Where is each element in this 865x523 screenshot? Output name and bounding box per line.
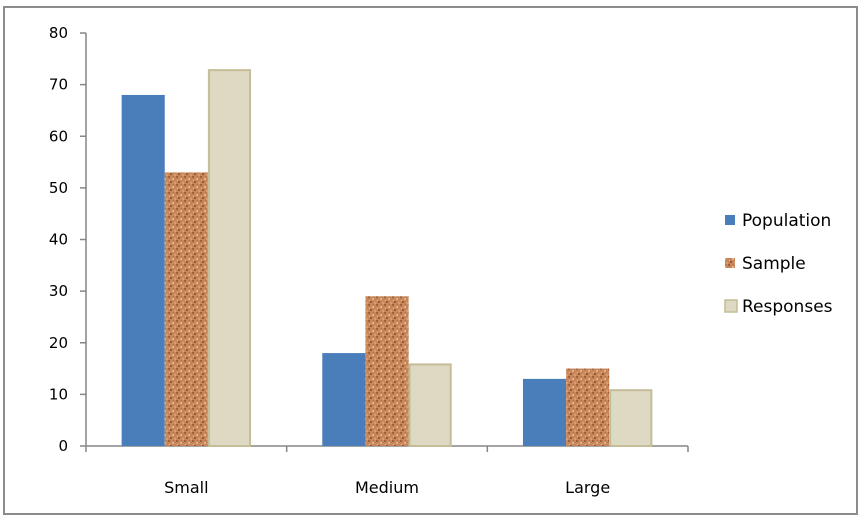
y-tick-label: 60 (49, 127, 68, 145)
y-tick-label: 40 (49, 231, 68, 249)
y-tick-label: 20 (49, 334, 68, 352)
bar-responses-small (207, 69, 252, 447)
legend-label-responses: Responses (742, 297, 833, 317)
bar-responses-medium (408, 363, 452, 447)
y-tick-label: 0 (58, 437, 68, 455)
bar-population-medium (322, 353, 366, 446)
x-axis: Small Medium Large (85, 445, 689, 497)
x-category-label: Large (565, 478, 610, 497)
y-tick-label: 80 (49, 24, 68, 42)
bar-population-large (522, 378, 567, 446)
bar-responses-large (609, 389, 653, 447)
legend: Population Sample Responses (724, 211, 833, 317)
legend-swatch-responses (724, 299, 738, 313)
bar-sample-small (164, 172, 208, 446)
legend-swatch-sample (725, 258, 735, 268)
bar-sample-large (566, 368, 610, 446)
y-tick-label: 10 (49, 385, 68, 403)
legend-label-sample: Sample (742, 254, 806, 274)
y-tick-label: 30 (49, 282, 68, 300)
y-tick-label: 50 (49, 179, 68, 197)
x-category-label: Medium (355, 478, 419, 497)
x-category-label: Small (164, 478, 208, 497)
y-axis: 0 10 20 30 40 50 60 70 80 (49, 24, 87, 455)
y-tick-label: 70 (49, 76, 68, 94)
legend-swatch-population (725, 215, 735, 225)
bar-population-small (121, 94, 165, 446)
legend-label-population: Population (742, 211, 831, 231)
bar-sample-medium (365, 296, 409, 446)
bars (121, 69, 653, 447)
